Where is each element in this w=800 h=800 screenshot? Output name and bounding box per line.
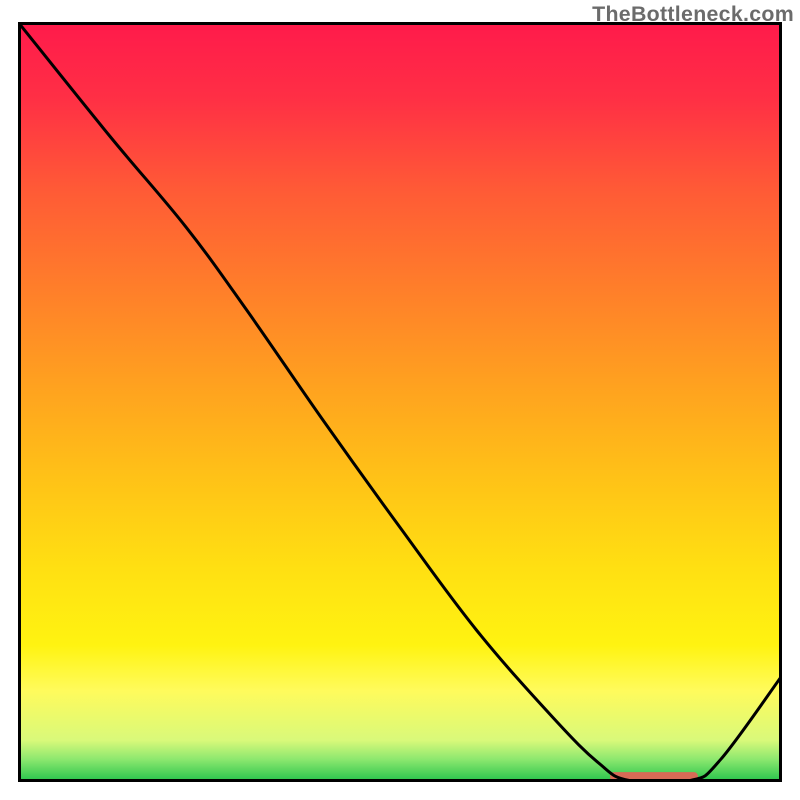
- bottleneck-chart: [18, 22, 782, 782]
- canvas: TheBottleneck.com: [0, 0, 800, 800]
- chart-svg: [18, 22, 782, 782]
- chart-background: [18, 22, 782, 782]
